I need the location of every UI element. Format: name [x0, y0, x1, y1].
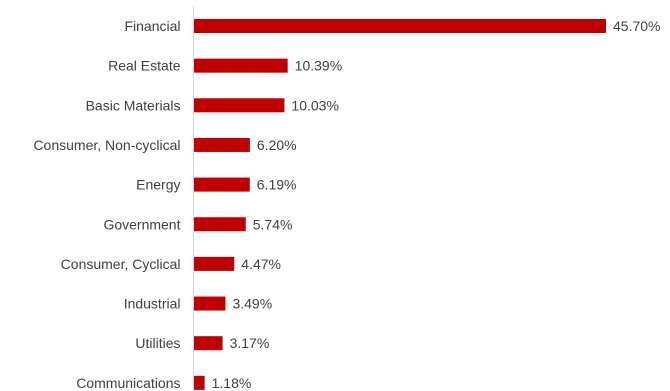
bar-utilities	[194, 336, 223, 351]
bar-consumer-non-cyclical	[194, 137, 250, 152]
category-label-industrial: Industrial	[124, 296, 181, 312]
category-label-government: Government	[103, 216, 180, 232]
bar-government	[194, 217, 246, 232]
bar-energy	[194, 177, 250, 192]
value-label-consumer-cyclical: 4.47%	[241, 256, 281, 272]
bar-communications	[194, 375, 205, 390]
value-label-financial: 45.70%	[613, 18, 660, 34]
value-label-energy: 6.19%	[257, 177, 297, 193]
category-label-financial: Financial	[124, 18, 180, 34]
category-label-consumer-non-cyclical: Consumer, Non-cyclical	[33, 137, 180, 153]
bar-financial	[194, 19, 606, 33]
bar-industrial	[194, 296, 226, 311]
value-label-government: 5.74%	[253, 216, 293, 232]
value-label-real-estate: 10.39%	[295, 58, 342, 74]
category-label-consumer-cyclical: Consumer, Cyclical	[61, 256, 181, 272]
value-label-consumer-non-cyclical: 6.20%	[257, 137, 297, 153]
value-label-utilities: 3.17%	[230, 335, 270, 351]
category-label-real-estate: Real Estate	[108, 58, 181, 74]
category-label-utilities: Utilities	[135, 335, 180, 351]
value-label-communications: 1.18%	[212, 375, 252, 391]
bars-layer: Financial 45.70% Real Estate 10.39% Basic Ma…	[33, 18, 660, 391]
bar-basic-materials	[194, 98, 285, 113]
category-label-energy: Energy	[136, 177, 180, 193]
value-label-basic-materials: 10.03%	[291, 97, 338, 113]
bar-real-estate	[194, 58, 288, 73]
bar-consumer-cyclical	[194, 256, 235, 271]
category-label-communications: Communications	[76, 375, 180, 391]
value-label-industrial: 3.49%	[232, 296, 272, 312]
category-label-basic-materials: Basic Materials	[86, 97, 181, 113]
